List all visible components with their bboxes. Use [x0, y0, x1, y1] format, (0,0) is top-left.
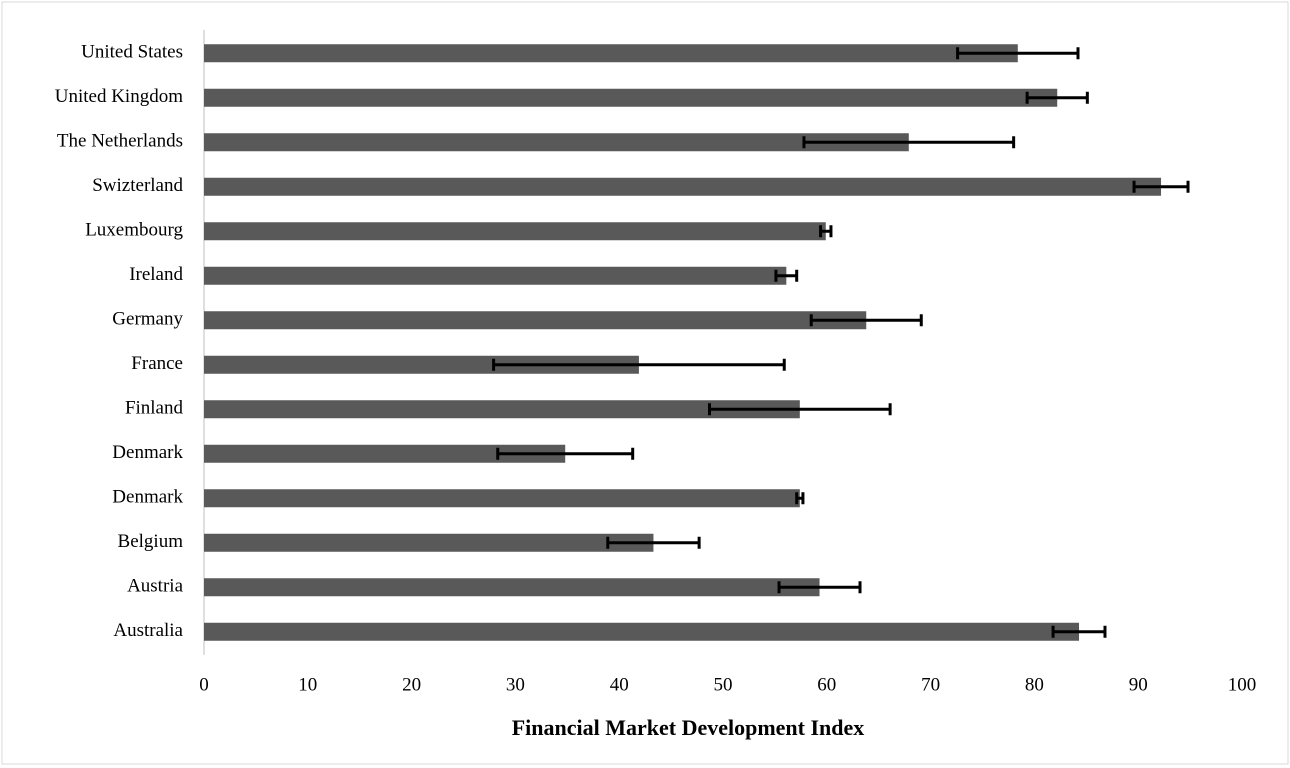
x-tick-label: 50	[714, 674, 733, 695]
y-tick-label: Ireland	[129, 264, 183, 285]
bar	[204, 311, 867, 330]
bar	[204, 44, 1018, 63]
error-bar	[819, 225, 833, 238]
error-bar	[1051, 625, 1107, 638]
error-bar	[606, 536, 701, 549]
bar	[204, 622, 1080, 641]
bar	[204, 533, 654, 552]
y-tick-label: Austria	[127, 576, 184, 597]
x-tick-label: 80	[1025, 674, 1044, 695]
y-tick-label: United Kingdom	[55, 86, 183, 107]
error-bar	[809, 314, 923, 327]
y-tick-label: Denmark	[112, 442, 183, 463]
error-bar	[496, 447, 635, 460]
x-tick-label: 0	[199, 674, 209, 695]
x-tick-label: 30	[506, 674, 525, 695]
error-bar	[1132, 180, 1190, 193]
x-axis-title: Financial Market Development Index	[512, 715, 865, 740]
y-tick-label: Luxembourg	[85, 220, 183, 241]
bar	[204, 177, 1162, 196]
error-bar	[774, 269, 799, 282]
bar	[204, 222, 826, 241]
bar	[204, 578, 820, 597]
error-bar	[795, 492, 805, 505]
x-tick-label: 60	[817, 674, 836, 695]
bar	[204, 400, 800, 419]
x-tick-label: 40	[610, 674, 629, 695]
y-tick-label: Belgium	[118, 531, 184, 552]
y-tick-label: Australia	[113, 620, 183, 641]
bar	[204, 355, 639, 374]
bar	[204, 133, 909, 152]
bar	[204, 266, 787, 285]
error-bar	[1025, 91, 1089, 104]
error-bar	[708, 403, 892, 416]
y-tick-label: United States	[81, 42, 183, 63]
y-tick-label: Swizterland	[92, 175, 183, 196]
bar	[204, 489, 800, 508]
bar	[204, 88, 1058, 107]
y-tick-label: Germany	[112, 309, 183, 330]
x-tick-label: 10	[298, 674, 317, 695]
y-tick-label: France	[131, 353, 183, 374]
x-tick-label: 20	[402, 674, 421, 695]
error-bar	[492, 358, 786, 371]
error-bar	[956, 47, 1080, 60]
x-tick-label: 100	[1228, 674, 1257, 695]
x-tick-label: 70	[921, 674, 940, 695]
y-tick-label: Finland	[125, 398, 184, 419]
error-bar	[802, 136, 1016, 149]
bar	[204, 444, 566, 463]
y-tick-label: The Netherlands	[57, 131, 183, 152]
y-tick-label: Denmark	[112, 487, 183, 508]
error-bar	[777, 581, 862, 594]
x-tick-label: 90	[1129, 674, 1148, 695]
